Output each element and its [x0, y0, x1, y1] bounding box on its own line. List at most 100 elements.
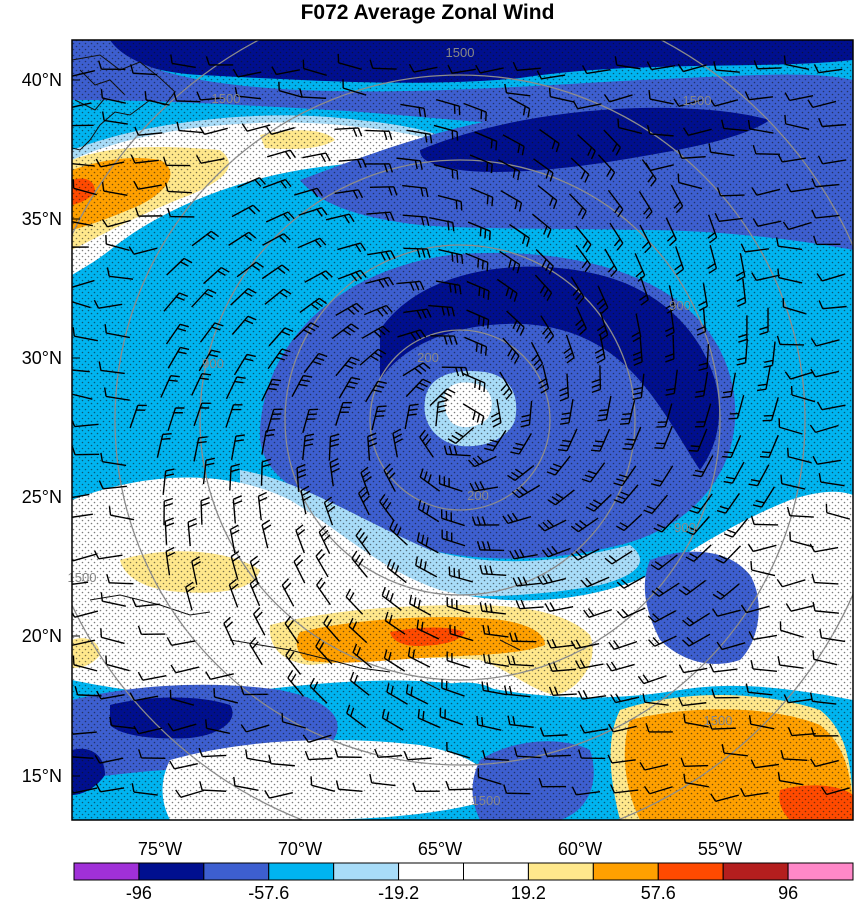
wind-barb: [167, 346, 190, 369]
wind-barb: [642, 693, 669, 706]
colorbar-swatch: [787, 862, 854, 881]
wind-barb: [100, 592, 126, 607]
wind-barb: [608, 640, 638, 650]
wind-barb: [537, 184, 558, 210]
wind-barb: [72, 756, 94, 760]
wind-barb: [692, 455, 714, 478]
wind-barb: [438, 474, 463, 492]
wind-barb: [614, 56, 641, 70]
wind-barb: [721, 744, 748, 757]
wind-barb: [512, 61, 541, 72]
wind-barb: [229, 524, 240, 554]
wind-barb: [748, 631, 778, 641]
wind-barb: [130, 154, 159, 164]
wind-barb: [133, 725, 163, 735]
wind-barb: [101, 182, 128, 197]
wind-barb: [777, 153, 807, 163]
wind-barb: [809, 692, 837, 705]
wind-barb: [496, 278, 518, 302]
wind-barb: [751, 187, 781, 196]
wind-barb: [72, 246, 89, 248]
wind-barb: [752, 144, 780, 156]
wind-barb: [656, 403, 673, 428]
wind-barb: [403, 247, 431, 258]
wind-barb: [169, 689, 195, 706]
wind-barb: [502, 337, 520, 364]
wind-barb: [287, 670, 304, 697]
wind-barb: [753, 60, 782, 70]
wind-barb: [469, 481, 499, 492]
wind-barb: [639, 224, 652, 254]
wind-barb: [446, 741, 471, 759]
wind-barb: [477, 768, 502, 785]
wind-barb: [482, 653, 509, 668]
wind-barb: [684, 516, 710, 536]
wind-barb: [72, 279, 95, 288]
wind-barb: [609, 222, 624, 251]
wind-barb: [417, 709, 441, 729]
wind-barb: [647, 610, 677, 623]
wind-barb: [708, 720, 736, 730]
wind-barb: [407, 647, 431, 668]
wind-barb: [166, 207, 195, 218]
wind-barb: [810, 758, 839, 768]
wind-barb: [241, 123, 271, 132]
colorbar-swatch: [722, 862, 789, 881]
wind-barb: [665, 334, 675, 363]
wind-barb: [782, 298, 807, 315]
wind-barb: [346, 704, 367, 729]
wind-barb: [297, 237, 327, 249]
wind-barb: [402, 362, 431, 377]
wind-barb: [750, 515, 779, 526]
wind-barb: [392, 428, 403, 458]
wind-barb: [260, 458, 272, 486]
wind-barb: [811, 209, 840, 219]
wind-barb: [469, 154, 493, 174]
wind-barb: [331, 323, 360, 340]
wind-barb: [816, 273, 846, 282]
wind-barb: [236, 261, 264, 278]
wind-barb: [138, 749, 166, 759]
wind-barb: [445, 781, 474, 791]
wind-barb: [295, 524, 306, 554]
wind-barb: [383, 463, 396, 492]
colorbar-swatch: [268, 862, 335, 881]
wind-barb: [707, 245, 718, 274]
wind-barb: [759, 434, 779, 459]
colorbar: [73, 862, 854, 881]
wind-barb: [249, 555, 260, 585]
wind-barb: [520, 400, 533, 428]
wind-barb: [790, 385, 816, 403]
range-rings: [72, 40, 853, 820]
wind-barb: [581, 462, 606, 483]
wind-barb: [572, 100, 602, 110]
wind-barb: [646, 125, 674, 137]
wind-barb: [412, 782, 440, 793]
wind-barb: [820, 786, 850, 796]
wind-barb: [249, 577, 261, 607]
wind-barb: [533, 158, 554, 182]
wind-barb: [108, 506, 135, 521]
wind-barb: [810, 727, 839, 737]
wind-barb: [619, 399, 636, 425]
wind-barb: [383, 649, 406, 672]
wind-barb: [302, 408, 319, 434]
wind-barb: [685, 544, 712, 562]
wind-barb: [648, 90, 674, 105]
wind-barb: [328, 433, 340, 461]
wind-barb: [809, 424, 839, 434]
wind-barb: [643, 494, 668, 515]
wind-barb: [173, 92, 201, 103]
wind-barb: [95, 783, 125, 793]
wind-barb: [261, 429, 276, 455]
wind-barb: [777, 268, 803, 284]
wind-barb: [818, 117, 847, 128]
wind-barb: [467, 221, 491, 241]
wind-barb: [278, 81, 303, 98]
latitude-label: 25°N: [22, 487, 62, 507]
wind-barb: [465, 252, 489, 272]
wind-barb: [575, 306, 587, 336]
wind-barb: [509, 548, 538, 560]
wind-barb: [335, 302, 364, 316]
wind-barb: [309, 677, 328, 704]
